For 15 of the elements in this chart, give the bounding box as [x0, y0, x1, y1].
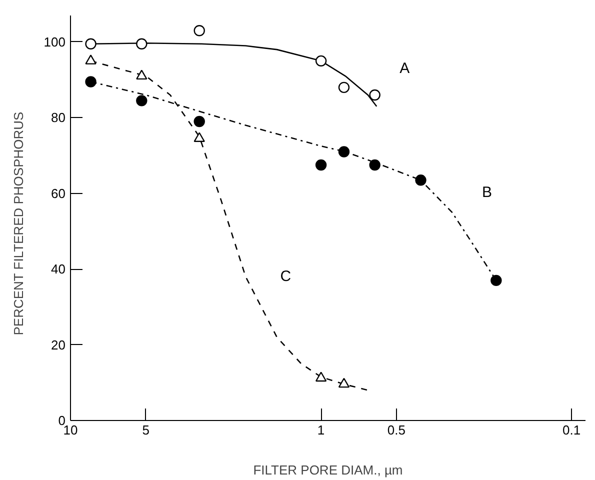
x-tick-label: 0.1 [562, 422, 581, 438]
y-tick-label: 0 [58, 413, 66, 428]
text: B [482, 184, 492, 201]
text: A [400, 60, 410, 77]
x-axis-title: FILTER PORE DIAM., µm [253, 462, 403, 478]
y-tick-label: 40 [51, 262, 66, 277]
y-tick-label: 100 [44, 34, 66, 50]
y-tick-label: 80 [51, 110, 66, 126]
y-axis-title: PERCENT FILTERED PHOSPHORUS [10, 111, 26, 336]
x-tick-label: 0.5 [387, 422, 406, 438]
x-tick-label: 5 [142, 422, 150, 438]
x-tick-label: 1 [317, 422, 325, 438]
y-tick-label: 20 [51, 337, 66, 352]
y-tick-label: 60 [51, 186, 66, 201]
series-label: C [280, 268, 292, 286]
